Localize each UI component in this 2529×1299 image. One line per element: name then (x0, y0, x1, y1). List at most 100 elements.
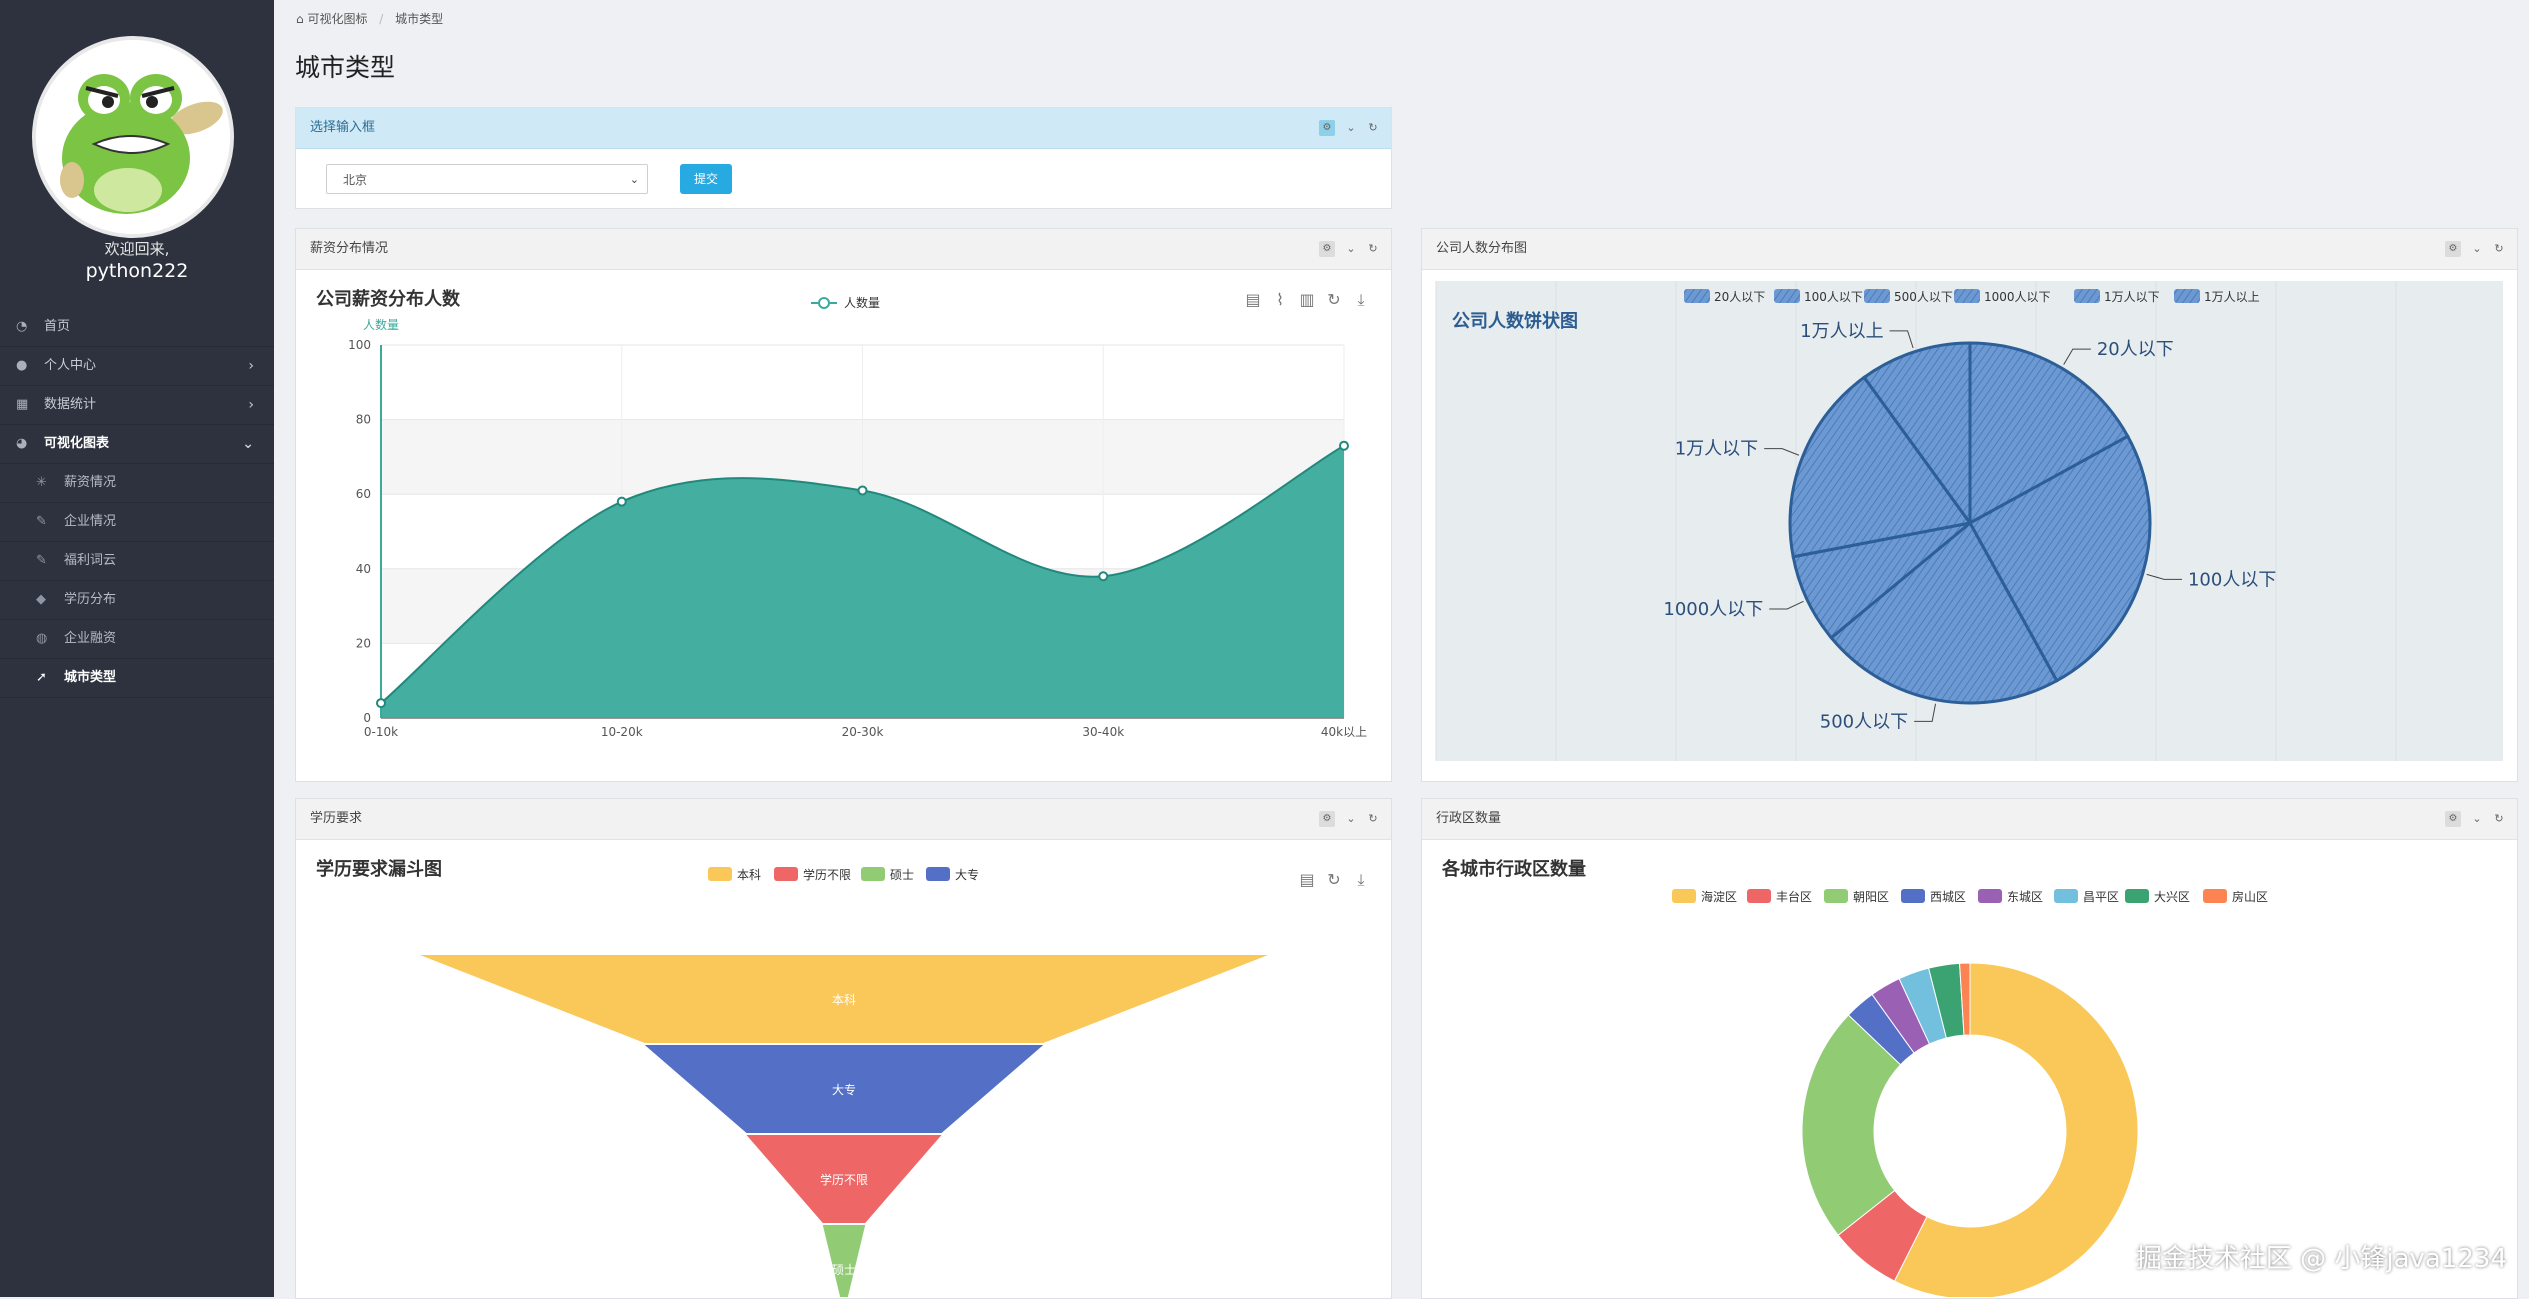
frog-avatar-icon (36, 40, 230, 234)
legend-swatch (1672, 889, 1696, 903)
chevron-down-icon[interactable]: ⌄ (1346, 242, 1356, 255)
legend-label: 东城区 (2007, 890, 2043, 904)
chevron-right-icon: › (248, 358, 254, 374)
panel-tools: ⚙ ⌄ ↻ (1319, 799, 1379, 839)
refresh-icon[interactable]: ↻ (1368, 242, 1378, 255)
sidebar: 欢迎回来, python222 ◔ 首页 ● 个人中心 › ▦ 数据统计 › ◕… (0, 0, 274, 1297)
legend-swatch (2174, 289, 2200, 303)
panel-header: 选择输入框 ⚙ ⌄ ↻ (296, 108, 1391, 149)
refresh-icon[interactable]: ↻ (2494, 242, 2504, 255)
district-donut-chart: 海淀区 丰台区 朝阳区 西城区 东城区 昌平区 大兴区 房山区 (1672, 889, 2268, 1297)
salary-panel: 薪资分布情况 ⚙ ⌄ ↻ 公司薪资分布人数 0 20 40 60 80 100 0-10k 1… (295, 228, 1392, 782)
legend-swatch (2054, 889, 2078, 903)
breadcrumb: ⌂ 可视化图标 / 城市类型 (296, 10, 443, 27)
pie-slice (1788, 375, 1973, 559)
data-view-icon[interactable]: ▤ (1299, 870, 1314, 889)
breadcrumb-separator: / (379, 12, 384, 26)
download-icon[interactable]: ⤓ (1357, 290, 1364, 309)
sidebar-subitem-education[interactable]: ◆ 学历分布 (0, 581, 274, 620)
sidebar-subitem-label: 城市类型 (64, 670, 117, 685)
gear-icon[interactable]: ⚙ (2445, 811, 2461, 827)
donut-slice (1893, 962, 2139, 1297)
welcome-text: 欢迎回来, (104, 240, 170, 258)
gear-icon[interactable]: ⚙ (1319, 120, 1335, 136)
sidebar-item-home[interactable]: ◔ 首页 (0, 308, 274, 347)
bar-switch-icon[interactable]: ▥ (1299, 290, 1314, 309)
sidebar-subitem-label: 企业情况 (64, 514, 117, 529)
refresh-icon[interactable]: ↻ (1368, 812, 1378, 825)
avatar[interactable] (32, 36, 234, 238)
username: python222 (85, 260, 189, 282)
legend-label: 海淀区 (1701, 889, 1737, 904)
legend-label: 丰台区 (1776, 889, 1812, 904)
sidebar-subitem-salary[interactable]: ✳ 薪资情况 (0, 464, 274, 503)
x-tick-label: 0-10k (364, 725, 398, 739)
chevron-down-icon[interactable]: ⌄ (2472, 812, 2482, 825)
sidebar-item-profile[interactable]: ● 个人中心 › (0, 347, 274, 386)
legend-label: 100人以下 (1804, 290, 1863, 304)
sidebar-subitem-city[interactable]: ➚ 城市类型 (0, 659, 274, 698)
funnel-stage (644, 1045, 1044, 1133)
download-icon[interactable]: ⤓ (1357, 870, 1364, 889)
chevron-down-icon[interactable]: ⌄ (2472, 242, 2482, 255)
sidebar-subitem-company[interactable]: ✎ 企业情况 (0, 503, 274, 542)
city-select[interactable]: 北京 ⌄ (326, 164, 648, 194)
gear-icon[interactable]: ⚙ (2445, 241, 2461, 257)
funnel-label: 学历不限 (820, 1172, 868, 1187)
sidebar-subitem-wordcloud[interactable]: ✎ 福利词云 (0, 542, 274, 581)
gear-icon[interactable]: ⚙ (1319, 241, 1335, 257)
donut-slice (1959, 962, 1971, 1036)
refresh-icon[interactable]: ↻ (2494, 812, 2504, 825)
sidebar-item-statistics[interactable]: ▦ 数据统计 › (0, 386, 274, 425)
education-panel: 学历要求 ⚙ ⌄ ↻ 学历要求漏斗图 本科 大专 学历不限 硕士 本科 学历不限 硕士 大专 ▤… (295, 798, 1392, 1299)
y-tick-label: 20 (356, 636, 371, 650)
data-view-icon[interactable]: ▤ (1245, 290, 1260, 309)
chevron-down-icon[interactable]: ⌄ (1346, 121, 1356, 134)
legend-swatch (774, 867, 798, 881)
sidebar-item-label: 数据统计 (44, 397, 97, 412)
funnel-stage (420, 955, 1268, 1043)
funnel-label: 大专 (832, 1082, 856, 1097)
restore-icon[interactable]: ↻ (1327, 870, 1340, 889)
panel-header: 行政区数量 ⚙ ⌄ ↻ (1422, 799, 2517, 840)
legend-swatch (2125, 889, 2149, 903)
chevron-down-icon[interactable]: ⌄ (1346, 812, 1356, 825)
legend-label: 大兴区 (2154, 890, 2190, 904)
refresh-icon[interactable]: ↻ (1368, 121, 1378, 134)
data-point (1339, 440, 1349, 451)
panel-header: 薪资分布情况 ⚙ ⌄ ↻ (296, 229, 1391, 270)
slice-label: 1万人以上 (1800, 321, 1883, 342)
legend-swatch (1978, 889, 2002, 903)
panel-title: 选择输入框 (310, 120, 376, 135)
watermark: 掘金技术社区 @ 小锋java1234 (2135, 1244, 2507, 1274)
submit-button[interactable]: 提交 (680, 164, 732, 194)
legend-label: 硕士 (890, 868, 914, 882)
district-panel: 行政区数量 ⚙ ⌄ ↻ 各城市行政区数量 海淀区 丰台区 朝阳区 西城区 东城区 昌平区 大… (1421, 798, 2518, 1299)
gear-icon[interactable]: ⚙ (1319, 811, 1335, 827)
home-icon[interactable]: ⌂ (296, 12, 304, 26)
dashboard-icon: ◔ (16, 319, 28, 334)
legend-swatch (708, 867, 732, 881)
city-select-value: 北京 (343, 173, 368, 187)
sidebar-subitem-label: 企业融资 (64, 631, 117, 646)
breadcrumb-home[interactable]: 可视化图标 (307, 12, 368, 26)
data-point (376, 698, 386, 709)
legend-label: 学历不限 (803, 867, 851, 882)
panel-tools: ⚙ ⌄ ↻ (1319, 229, 1379, 269)
legend-label: 1万人以下 (2104, 290, 2160, 304)
sidebar-subitem-financing[interactable]: ◍ 企业融资 (0, 620, 274, 659)
label-line (1769, 600, 1804, 610)
panel-title: 行政区数量 (1436, 811, 1502, 826)
legend-swatch (1864, 289, 1890, 303)
sidebar-subitem-label: 学历分布 (64, 592, 117, 607)
line-switch-icon[interactable]: ⌇ (1276, 290, 1284, 309)
restore-icon[interactable]: ↻ (1327, 290, 1340, 309)
sidebar-item-charts[interactable]: ◕ 可视化图表 ⌄ (0, 425, 274, 464)
company-pie-chart: 公司人数饼状图 20人以下 100人以下 500人以下 1000人以下 1万人以下 1万人以… (1435, 281, 2503, 761)
pie-slice (1967, 434, 2152, 683)
pie-slice (1968, 341, 2130, 526)
area-fill (381, 445, 1344, 718)
breadcrumb-current: 城市类型 (395, 12, 444, 26)
x-tick-label: 20-30k (842, 725, 884, 739)
